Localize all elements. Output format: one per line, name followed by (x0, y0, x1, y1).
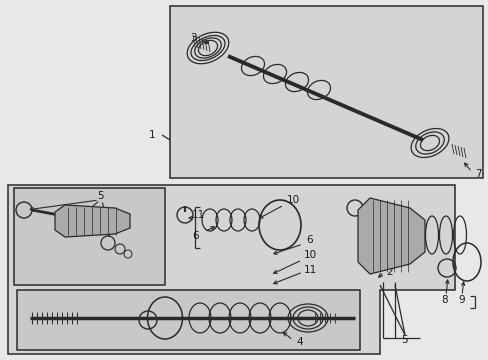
Text: 7: 7 (474, 169, 480, 179)
Text: 4: 4 (296, 337, 303, 347)
Polygon shape (17, 290, 359, 350)
Polygon shape (357, 198, 424, 274)
Text: 9: 9 (458, 295, 465, 305)
Polygon shape (55, 205, 130, 237)
Text: 6: 6 (306, 235, 313, 245)
Text: 2: 2 (386, 267, 392, 277)
Text: 11: 11 (191, 210, 204, 220)
Text: 5: 5 (401, 335, 407, 345)
Text: 11: 11 (303, 265, 316, 275)
Text: 1: 1 (148, 130, 155, 140)
Text: 6: 6 (192, 231, 199, 241)
Text: 5: 5 (97, 191, 103, 201)
Polygon shape (14, 188, 164, 285)
Text: 3: 3 (189, 33, 196, 43)
Text: 10: 10 (286, 195, 299, 205)
Text: 10: 10 (303, 250, 316, 260)
Polygon shape (8, 185, 454, 354)
Polygon shape (170, 6, 482, 178)
Text: 8: 8 (441, 295, 447, 305)
